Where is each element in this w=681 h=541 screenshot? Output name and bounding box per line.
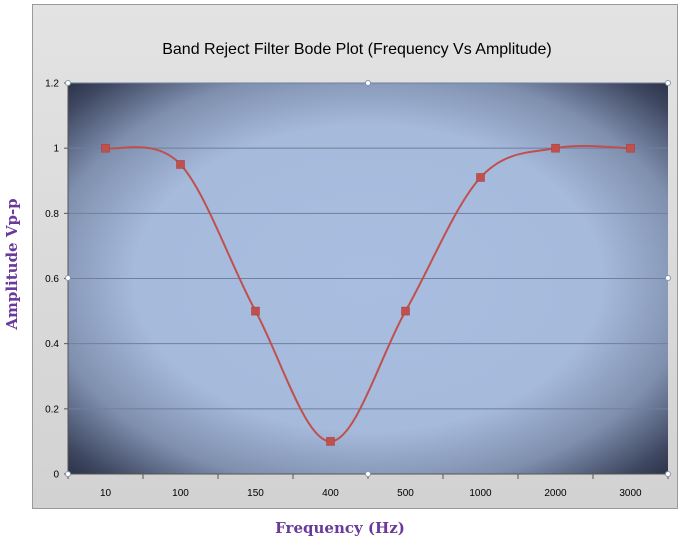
resize-handle[interactable] (65, 471, 71, 477)
data-point-marker (101, 143, 110, 153)
data-point-marker (626, 143, 635, 153)
series-markers (101, 143, 635, 446)
y-tick-label: 1.2 (45, 79, 59, 90)
x-tick-label: 100 (172, 488, 189, 499)
resize-handle[interactable] (665, 275, 671, 281)
x-tick-label: 3000 (619, 488, 642, 499)
x-tick-label: 400 (322, 488, 339, 499)
y-axis-title: Amplitude Vp-p (3, 198, 21, 330)
data-point-marker (176, 160, 185, 169)
x-tick-label: 150 (247, 488, 264, 499)
x-tick-label: 10 (100, 488, 112, 499)
chart-title: Band Reject Filter Bode Plot (Frequency … (162, 41, 552, 58)
data-point-marker (251, 306, 260, 316)
y-tick-label: 0.2 (45, 404, 59, 415)
y-tick-label: 0.8 (45, 209, 59, 220)
x-tick-label: 1000 (469, 488, 492, 499)
resize-handle[interactable] (65, 275, 71, 281)
selection-handles[interactable] (65, 80, 671, 477)
x-tick-label: 2000 (544, 488, 567, 499)
y-tick-label: 0.6 (45, 274, 59, 285)
resize-handle[interactable] (65, 80, 71, 86)
resize-handle[interactable] (365, 471, 371, 477)
data-point-marker (401, 306, 410, 316)
data-point-marker (476, 173, 485, 182)
series-line (105, 144, 631, 443)
x-axis-ticks: 10 100 150 400 500 1000 2000 3000 (67, 473, 669, 499)
y-axis-ticks: 0 0.2 0.4 0.6 0.8 1 1.2 (45, 79, 69, 481)
x-tick-label: 500 (397, 488, 414, 499)
data-point-marker (551, 143, 560, 153)
y-tick-label: 0.4 (45, 339, 59, 350)
resize-handle[interactable] (365, 80, 371, 86)
resize-handle[interactable] (665, 471, 671, 477)
y-tick-label: 0 (53, 470, 59, 481)
x-axis-title: Frequency (Hz) (275, 519, 405, 537)
data-point-marker (326, 437, 335, 446)
resize-handle[interactable] (665, 80, 671, 86)
y-tick-label: 1 (53, 144, 59, 155)
